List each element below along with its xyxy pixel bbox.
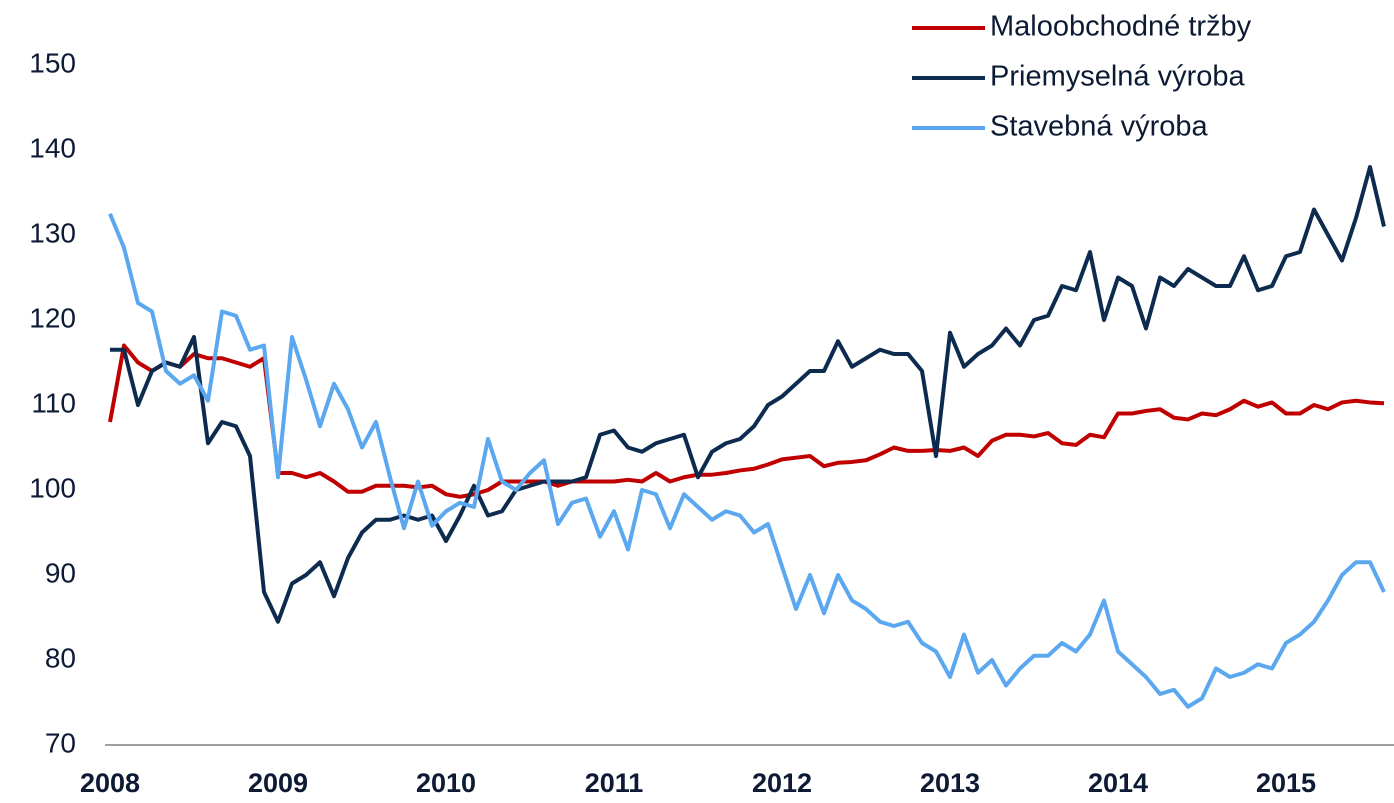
legend-label: Maloobchodné tržby	[990, 11, 1252, 43]
y-tick-label: 140	[29, 132, 76, 163]
x-tick-label: 2008	[80, 768, 140, 798]
x-tick-label: 2010	[416, 768, 476, 798]
legend-label: Priemyselná výroba	[990, 61, 1246, 93]
x-tick-label: 2012	[752, 768, 812, 798]
y-tick-label: 120	[29, 302, 76, 333]
x-tick-label: 2013	[920, 768, 980, 798]
x-tick-label: 2015	[1256, 768, 1316, 798]
legend-label: Stavebná výroba	[990, 111, 1209, 143]
y-tick-label: 70	[45, 727, 76, 758]
y-tick-label: 130	[29, 217, 76, 248]
x-tick-label: 2009	[248, 768, 308, 798]
x-tick-label: 2011	[585, 768, 644, 798]
y-tick-label: 90	[45, 557, 76, 588]
y-tick-label: 110	[31, 387, 76, 418]
series-line	[108, 343, 1385, 499]
x-tick-label: 2014	[1088, 768, 1148, 798]
y-tick-label: 80	[45, 642, 76, 673]
y-tick-label: 100	[29, 472, 76, 503]
series-line	[108, 212, 1386, 709]
y-tick-label: 150	[29, 47, 76, 78]
series-line	[110, 165, 1386, 624]
